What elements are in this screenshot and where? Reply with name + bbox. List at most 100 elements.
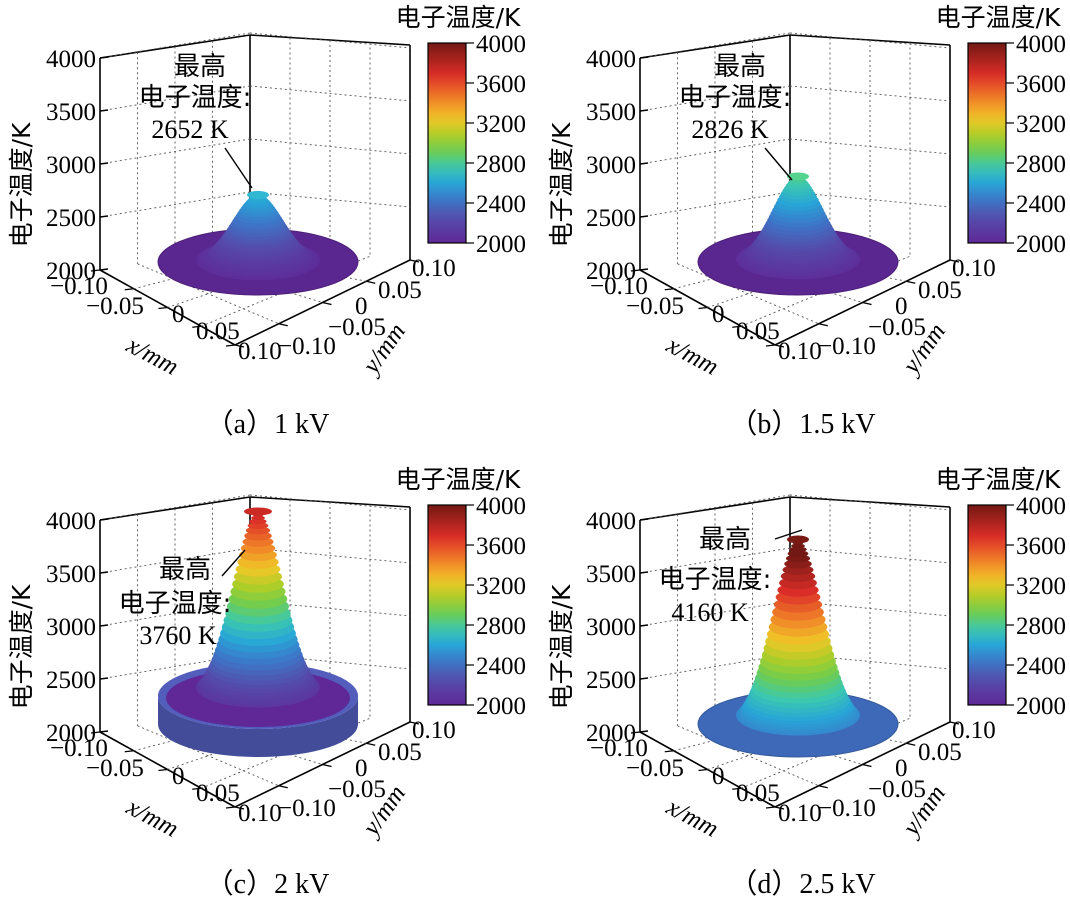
z-tick	[99, 162, 109, 165]
annotation-line: 2652 K	[151, 115, 229, 144]
colorbar-tick-label: 3600	[1016, 533, 1066, 560]
colorbar-tick-label: 4000	[476, 493, 526, 520]
z-tick-label: 4000	[46, 508, 96, 535]
x-tick-label: −0.05	[626, 755, 684, 782]
grid-left-wall	[639, 191, 791, 218]
colorbar-tick-label: 3200	[476, 111, 526, 138]
surface-slice	[251, 515, 265, 521]
x-axis-label: x/mm	[121, 331, 182, 381]
y-tick-label: −0.05	[328, 314, 386, 341]
colorbar-title: 电子温度/K	[396, 465, 521, 494]
annotation-leader	[224, 147, 253, 189]
x-tick	[765, 344, 776, 347]
grid-floor	[137, 725, 279, 787]
z-tick	[639, 730, 649, 733]
grid-right-wall	[789, 85, 951, 102]
z-tick	[99, 677, 109, 680]
y-tick-label: 0.05	[918, 277, 962, 304]
z-tick	[99, 518, 109, 521]
y-tick	[322, 763, 332, 768]
y-tick-label: −0.10	[818, 795, 876, 822]
x-tick-label: 0.05	[736, 318, 780, 345]
z-tick-label: 2000	[46, 720, 96, 747]
z-tick	[639, 677, 649, 680]
y-tick	[818, 323, 828, 327]
caption-c: （c）2 kV	[205, 869, 330, 900]
annotation-line: 电子温度:	[659, 565, 772, 595]
annotation-line: 电子温度:	[119, 589, 232, 619]
z-tick	[639, 162, 649, 165]
colorbar-tick-label: 3200	[1016, 573, 1066, 600]
y-tick-label: 0.05	[378, 739, 422, 766]
z-axis-label: 电子温度/K	[7, 122, 36, 247]
x-tick-label: 0.05	[196, 780, 240, 807]
x-axis-label: x/mm	[121, 793, 182, 843]
annotation-line: 电子温度:	[139, 83, 252, 113]
x-tick-label: 0.10	[778, 800, 822, 827]
surface-slice	[247, 522, 269, 530]
y-tick-label: 0.10	[952, 255, 996, 282]
z-tick-label: 3000	[46, 614, 96, 641]
y-tick-label: −0.10	[278, 795, 336, 822]
surface-peak	[244, 507, 272, 516]
surface	[158, 507, 358, 757]
x-tick-label: 0.10	[238, 338, 282, 365]
annotation-line: 3760 K	[139, 621, 217, 650]
x-tick-label: −0.05	[626, 293, 684, 320]
x-tick-label: −0.10	[590, 273, 648, 300]
colorbar-tick-label: 2800	[476, 151, 526, 178]
colorbar	[967, 504, 1007, 706]
annotation-line: 最高	[174, 52, 226, 82]
annotation-line: 电子温度:	[679, 83, 792, 113]
colorbar-tick-label: 2000	[476, 231, 526, 258]
z-tick	[639, 624, 649, 627]
y-tick	[234, 344, 245, 348]
colorbar	[967, 42, 1007, 244]
x-tick	[630, 731, 641, 734]
x-tick	[698, 768, 708, 772]
colorbar-tick-label: 2000	[1016, 693, 1066, 720]
colorbar-title: 电子温度/K	[936, 465, 1061, 494]
annotation-line: 2826 K	[691, 115, 769, 144]
z-tick-label: 2500	[46, 205, 96, 232]
y-tick	[322, 301, 332, 306]
x-tick	[90, 269, 101, 272]
z-tick-label: 4000	[586, 508, 636, 535]
z-tick	[639, 268, 649, 271]
annotation-leader	[774, 529, 803, 540]
colorbar-tick-label: 2800	[476, 613, 526, 640]
colorbar-title: 电子温度/K	[396, 3, 521, 32]
grid-right-wall	[249, 191, 411, 208]
z-tick-label: 2500	[46, 667, 96, 694]
z-tick	[99, 109, 109, 112]
y-tick-label: 0.05	[918, 739, 962, 766]
surface-slice	[249, 518, 267, 525]
z-tick-label: 2000	[586, 720, 636, 747]
annotation-line: 最高	[699, 525, 751, 555]
z-axis-label: 电子温度/K	[7, 584, 36, 709]
y-tick-label: −0.05	[868, 776, 926, 803]
x-tick	[664, 288, 674, 291]
surface	[697, 535, 899, 758]
colorbar	[427, 504, 467, 706]
x-tick-label: −0.10	[50, 735, 108, 762]
surface-peak	[787, 172, 809, 181]
y-tick-label: 0	[355, 755, 368, 782]
grid-right-wall	[789, 547, 951, 564]
x-tick-label: 0.10	[238, 800, 282, 827]
colorbar-tick-label: 2400	[1016, 653, 1066, 680]
colorbar-tick-label: 2400	[476, 191, 526, 218]
x-tick	[124, 750, 134, 753]
y-tick-label: 0.10	[412, 255, 456, 282]
x-tick-label: 0.05	[736, 780, 780, 807]
z-tick	[99, 268, 109, 271]
surface	[697, 172, 899, 296]
grid-left-wall	[99, 494, 251, 521]
y-tick-label: 0	[355, 293, 368, 320]
colorbar-tick-label: 3600	[476, 71, 526, 98]
x-tick-label: 0	[712, 763, 725, 790]
colorbar-tick-label: 4000	[1016, 31, 1066, 58]
